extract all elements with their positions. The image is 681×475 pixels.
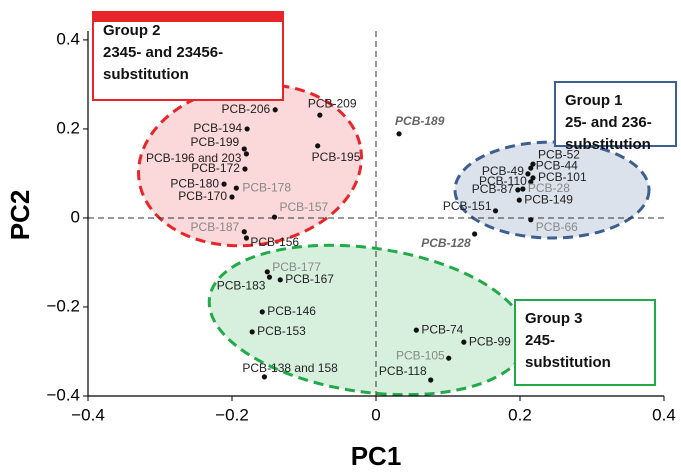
point bbox=[261, 374, 267, 380]
point-label: PCB-156 bbox=[250, 235, 299, 249]
point bbox=[516, 197, 522, 203]
point bbox=[244, 126, 250, 132]
point-label: PCB-101 bbox=[538, 170, 587, 184]
y-tick-label: −0.2 bbox=[46, 296, 80, 315]
group-label: Group 3 bbox=[525, 310, 583, 327]
group-label: substitution bbox=[103, 66, 189, 83]
group-ellipse bbox=[453, 140, 651, 240]
y-tick-label: 0.4 bbox=[56, 29, 80, 48]
point-label: PCB-28 bbox=[528, 181, 570, 195]
x-tick-label: −0.4 bbox=[71, 405, 105, 424]
point bbox=[530, 161, 536, 167]
point-label: PCB-189 bbox=[395, 114, 445, 128]
point bbox=[277, 277, 283, 283]
group-box bbox=[92, 11, 284, 101]
point bbox=[259, 309, 265, 315]
point-label: PCB-170 bbox=[178, 189, 227, 203]
x-axis-title: PC1 bbox=[351, 441, 402, 471]
group-label: substitution bbox=[525, 354, 611, 371]
group-label: 25- and 236- bbox=[565, 114, 652, 131]
point bbox=[396, 131, 402, 137]
y-tick-label: 0.2 bbox=[56, 118, 80, 137]
group-label: 245- bbox=[525, 332, 555, 349]
point bbox=[249, 329, 255, 335]
point bbox=[243, 151, 249, 157]
point bbox=[271, 214, 278, 220]
point-label: PCB-194 bbox=[193, 121, 242, 135]
y-tick-label: 0 bbox=[71, 207, 80, 226]
point bbox=[528, 179, 534, 185]
point-label: PCB-196 and 203 bbox=[146, 151, 242, 165]
point bbox=[229, 194, 235, 200]
point bbox=[317, 112, 323, 118]
point-label: PCB-209 bbox=[308, 96, 357, 110]
point-label: PCB-167 bbox=[285, 272, 334, 286]
group-box-bar bbox=[93, 12, 283, 22]
point-label: PCB-180 bbox=[170, 176, 219, 190]
x-tick-label: 0.4 bbox=[652, 405, 676, 424]
point bbox=[221, 181, 227, 187]
point-label: PCB-187 bbox=[191, 220, 240, 234]
point-label: PCB-153 bbox=[257, 324, 306, 338]
point bbox=[413, 327, 419, 333]
y-tick-label: −0.4 bbox=[46, 385, 80, 404]
x-tick-label: 0 bbox=[371, 405, 380, 424]
point bbox=[530, 175, 536, 181]
point bbox=[520, 186, 526, 192]
point bbox=[472, 231, 478, 237]
point bbox=[515, 187, 521, 193]
point bbox=[241, 146, 247, 152]
point-label: PCB-146 bbox=[267, 304, 316, 318]
group-label: Group 2 bbox=[103, 22, 161, 39]
point-label: PCB-138 and 158 bbox=[242, 361, 338, 375]
point bbox=[528, 165, 534, 171]
point-label: PCB-66 bbox=[536, 220, 578, 234]
point-label: PCB-44 bbox=[536, 158, 578, 172]
group-label: substitution bbox=[565, 136, 651, 153]
point-label: PCB-195 bbox=[312, 150, 361, 164]
point-label: PCB-151 bbox=[443, 199, 492, 213]
point bbox=[241, 229, 247, 235]
point bbox=[233, 185, 239, 191]
point-label: PCB-199 bbox=[191, 135, 240, 149]
group-box bbox=[554, 81, 677, 147]
point bbox=[242, 166, 248, 172]
group-label: Group 1 bbox=[565, 92, 623, 109]
group-label: 2345- and 23456- bbox=[103, 44, 223, 61]
x-tick-label: 0.2 bbox=[508, 405, 532, 424]
point-label: PCB-128 bbox=[421, 236, 471, 250]
x-tick-label: −0.2 bbox=[215, 405, 249, 424]
point-label: PCB-157 bbox=[279, 200, 328, 214]
point bbox=[266, 274, 273, 280]
point-label: PCB-172 bbox=[191, 161, 240, 175]
point-label: PCB-149 bbox=[524, 192, 573, 206]
point-label: PCB-118 bbox=[379, 364, 427, 378]
point-label: PCB-105 bbox=[396, 348, 445, 362]
point-label: PCB-49 bbox=[482, 164, 524, 178]
point-label: PCB-178 bbox=[242, 180, 291, 194]
point bbox=[272, 107, 278, 113]
group-ellipse bbox=[207, 243, 529, 397]
point bbox=[461, 339, 467, 345]
point bbox=[446, 355, 452, 361]
point bbox=[492, 208, 499, 214]
point-label: PCB-206 bbox=[221, 102, 270, 116]
point bbox=[315, 143, 321, 149]
point-label: PCB-52 bbox=[538, 147, 580, 161]
point-label: PCB-74 bbox=[421, 322, 463, 336]
point bbox=[264, 269, 270, 275]
group-box bbox=[514, 299, 656, 386]
point bbox=[428, 377, 434, 383]
y-axis-title: PC2 bbox=[5, 190, 35, 241]
point-label: PCB-177 bbox=[272, 260, 321, 274]
point-label: PCB-183 bbox=[217, 278, 266, 292]
point-label: PCB-110 bbox=[479, 174, 527, 188]
point-label: PCB-87 bbox=[472, 182, 514, 196]
point bbox=[528, 217, 534, 223]
point-label: PCB-99 bbox=[469, 334, 511, 348]
point bbox=[525, 171, 531, 177]
point bbox=[243, 235, 249, 241]
